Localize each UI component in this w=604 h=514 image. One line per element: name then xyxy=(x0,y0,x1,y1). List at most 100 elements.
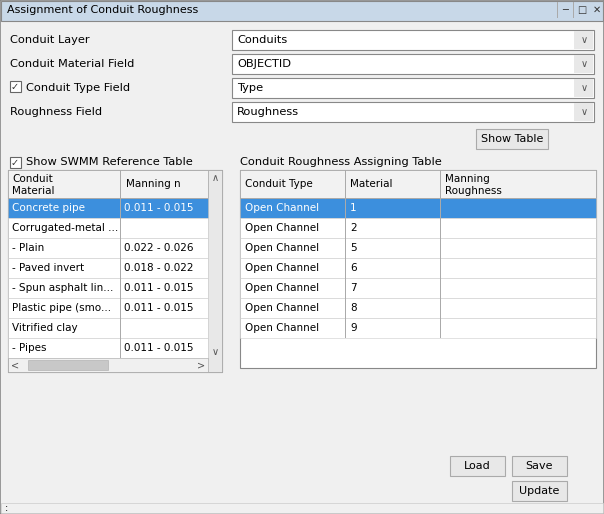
Bar xyxy=(574,79,593,97)
Text: 7: 7 xyxy=(350,283,356,293)
Bar xyxy=(240,170,596,368)
Text: Conduit Layer: Conduit Layer xyxy=(10,35,89,45)
Text: Conduit Type: Conduit Type xyxy=(245,179,313,189)
Bar xyxy=(208,170,222,372)
Bar xyxy=(440,278,441,298)
Text: 0.011 - 0.015: 0.011 - 0.015 xyxy=(124,343,193,353)
Bar xyxy=(8,198,208,199)
Text: ─: ─ xyxy=(562,5,568,15)
Text: OBJECTID: OBJECTID xyxy=(237,59,291,69)
Text: 1: 1 xyxy=(350,203,356,213)
Bar xyxy=(8,318,208,338)
Bar xyxy=(440,170,441,198)
Bar xyxy=(8,338,208,358)
Bar xyxy=(345,170,346,198)
Text: 0.011 - 0.015: 0.011 - 0.015 xyxy=(124,303,193,313)
Text: Conduit Material Field: Conduit Material Field xyxy=(10,59,134,69)
Bar xyxy=(1,503,603,513)
Text: Roughness Field: Roughness Field xyxy=(10,107,102,117)
Bar xyxy=(574,31,593,49)
Text: ∨: ∨ xyxy=(580,83,588,93)
Bar xyxy=(120,218,121,238)
Text: - Paved invert: - Paved invert xyxy=(12,263,84,273)
Text: ✓: ✓ xyxy=(11,158,19,168)
Bar xyxy=(8,258,208,278)
Text: Open Channel: Open Channel xyxy=(245,203,319,213)
Bar xyxy=(240,238,596,258)
Text: ✓: ✓ xyxy=(11,82,19,92)
Text: Save: Save xyxy=(525,461,553,471)
Bar xyxy=(10,157,21,168)
Bar xyxy=(8,170,222,372)
Bar xyxy=(440,198,441,218)
Text: ∨: ∨ xyxy=(580,35,588,45)
Text: ∨: ∨ xyxy=(211,347,219,357)
Text: Assignment of Conduit Roughness: Assignment of Conduit Roughness xyxy=(7,5,198,15)
Text: 6: 6 xyxy=(350,263,356,273)
Text: Corrugated-metal ...: Corrugated-metal ... xyxy=(12,223,118,233)
Bar xyxy=(8,358,208,372)
Text: 9: 9 xyxy=(350,323,356,333)
Bar xyxy=(240,298,596,318)
Text: ∨: ∨ xyxy=(580,59,588,69)
Text: Open Channel: Open Channel xyxy=(245,223,319,233)
Text: 0.022 - 0.026: 0.022 - 0.026 xyxy=(124,243,193,253)
Bar xyxy=(10,81,21,92)
Text: Manning n: Manning n xyxy=(126,179,181,189)
Text: Update: Update xyxy=(519,486,559,496)
Bar xyxy=(8,170,208,198)
Bar xyxy=(8,198,208,218)
Bar xyxy=(440,218,441,238)
Bar xyxy=(574,55,593,73)
Bar xyxy=(120,258,121,278)
Bar xyxy=(120,338,121,358)
Text: Open Channel: Open Channel xyxy=(245,303,319,313)
Bar xyxy=(120,278,121,298)
Text: □: □ xyxy=(577,5,586,15)
Bar xyxy=(240,318,596,338)
Text: Open Channel: Open Channel xyxy=(245,283,319,293)
Text: Conduit Type Field: Conduit Type Field xyxy=(26,83,130,93)
Text: 8: 8 xyxy=(350,303,356,313)
Bar xyxy=(574,103,593,121)
Text: >: > xyxy=(197,360,205,370)
Text: <: < xyxy=(11,360,19,370)
Bar xyxy=(440,258,441,278)
Bar xyxy=(345,298,346,318)
Bar xyxy=(440,238,441,258)
Bar xyxy=(557,2,558,18)
Bar xyxy=(232,30,594,50)
Bar xyxy=(512,481,567,501)
Bar xyxy=(1,1,603,21)
Text: 5: 5 xyxy=(350,243,356,253)
Text: Show SWMM Reference Table: Show SWMM Reference Table xyxy=(26,157,193,167)
Bar xyxy=(240,218,596,238)
Text: - Spun asphalt lin...: - Spun asphalt lin... xyxy=(12,283,114,293)
Bar xyxy=(345,318,346,338)
Bar xyxy=(345,238,346,258)
Text: Roughness: Roughness xyxy=(237,107,299,117)
Text: Conduit
Material: Conduit Material xyxy=(12,174,54,196)
Bar xyxy=(120,170,121,198)
Bar xyxy=(345,218,346,238)
Bar xyxy=(512,456,567,476)
Text: Conduits: Conduits xyxy=(237,35,288,45)
Text: - Pipes: - Pipes xyxy=(12,343,47,353)
Bar xyxy=(28,360,108,370)
Bar xyxy=(120,298,121,318)
Bar xyxy=(8,278,208,298)
Bar xyxy=(232,78,594,98)
Bar xyxy=(8,218,208,238)
Text: - Plain: - Plain xyxy=(12,243,44,253)
Bar xyxy=(450,456,505,476)
Text: Open Channel: Open Channel xyxy=(245,243,319,253)
Text: Vitrified clay: Vitrified clay xyxy=(12,323,78,333)
Bar xyxy=(232,54,594,74)
Bar xyxy=(345,278,346,298)
Text: Material: Material xyxy=(350,179,393,189)
Bar xyxy=(8,298,208,318)
Bar xyxy=(120,318,121,338)
Bar xyxy=(120,198,121,218)
Bar xyxy=(345,198,346,218)
Text: Load: Load xyxy=(464,461,490,471)
